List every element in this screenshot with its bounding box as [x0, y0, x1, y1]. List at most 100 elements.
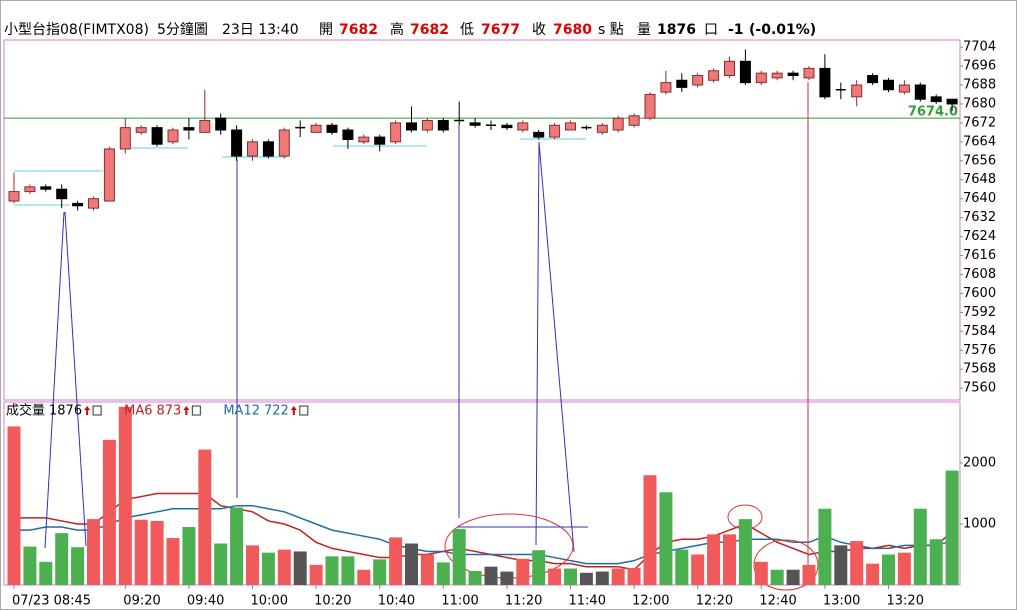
- candle-body: [787, 72, 799, 77]
- legend-box: [92, 405, 102, 416]
- symbol: 小型台指08(FIMTX08): [4, 22, 149, 38]
- legend-box: [191, 405, 201, 416]
- change-pct: (-0.01%): [749, 22, 816, 38]
- candle-body: [183, 127, 195, 131]
- volume-bar: [548, 568, 562, 585]
- legend-value: 873: [157, 404, 182, 419]
- candle-body: [469, 122, 481, 126]
- candle-body: [946, 98, 958, 105]
- stat-value: 7682: [339, 22, 378, 38]
- volume-bar: [882, 554, 895, 585]
- candle-body: [56, 188, 68, 200]
- y-tick-label: 7584: [963, 324, 996, 339]
- candle-body: [501, 124, 513, 129]
- y-tick-label: 7568: [963, 362, 996, 377]
- ellipse: [753, 539, 819, 591]
- volume-bar: [182, 527, 196, 585]
- candle-body: [708, 70, 720, 81]
- candle-body: [628, 115, 640, 126]
- volume-bar: [675, 549, 689, 585]
- y-tick-label: 7560: [963, 381, 996, 396]
- x-tick-label: 09:20: [123, 594, 160, 609]
- legend-arrow: [84, 406, 91, 415]
- volume-bar: [102, 439, 116, 585]
- candle-body: [803, 67, 815, 79]
- volume-bar: [834, 545, 848, 585]
- x-tick-label: 11:20: [505, 594, 542, 609]
- volume-bar: [341, 556, 355, 585]
- y-tick-label: 7608: [963, 267, 996, 282]
- volume-bar: [389, 537, 403, 585]
- stat-value: 7680: [553, 22, 592, 38]
- volume-bar: [579, 572, 593, 585]
- legend-arrow: [183, 406, 190, 415]
- candle-body: [644, 93, 656, 119]
- candle-body: [565, 122, 576, 131]
- candle-body: [358, 136, 370, 143]
- candle-body: [549, 124, 561, 138]
- time: 23日 13:40: [222, 22, 299, 38]
- candle-body: [883, 79, 894, 91]
- volume-bar: [866, 563, 880, 585]
- candle-body: [326, 124, 338, 133]
- volume-bar: [71, 547, 85, 585]
- volume-unit: 口: [704, 22, 718, 38]
- stat-label: 低: [460, 22, 474, 38]
- price-panel: [3, 39, 961, 401]
- candle-body: [517, 122, 529, 131]
- x-tick-label: 12:20: [696, 594, 733, 609]
- volume-bar: [420, 554, 434, 585]
- annotations: [14, 82, 819, 591]
- stat-label: 開: [319, 22, 333, 38]
- candle-body: [755, 72, 767, 84]
- volume-bar: [246, 545, 259, 585]
- legend-value: 1876: [49, 404, 82, 419]
- candle-body: [739, 60, 751, 84]
- interval: 5分鐘圖: [157, 21, 208, 38]
- candle-body: [771, 72, 783, 79]
- trend-line: [64, 211, 87, 547]
- legend-name: 成交量: [6, 403, 45, 419]
- trend-line: [535, 141, 540, 546]
- candle-body: [406, 122, 417, 131]
- x-tick-label: 09:40: [187, 594, 224, 609]
- x-tick-label: 12:00: [632, 594, 669, 609]
- volume-bar: [818, 508, 832, 585]
- y-tick-label: 7592: [963, 305, 996, 320]
- x-tick-label: 13:00: [823, 594, 860, 609]
- volume-bar: [198, 449, 212, 585]
- volume-label: 量: [637, 22, 651, 38]
- volume-bar: [39, 561, 53, 585]
- candle-body: [167, 129, 179, 143]
- candle-body: [660, 82, 672, 93]
- legend-box: [299, 405, 309, 416]
- volume-bar: [627, 567, 641, 585]
- candle-body: [421, 120, 433, 131]
- x-tick-label: 07/23 08:45: [12, 594, 91, 609]
- volume-bar: [134, 519, 148, 585]
- candle-body: [898, 84, 910, 93]
- candle-body: [231, 129, 243, 157]
- volume-bar: [484, 566, 498, 585]
- candle-body: [724, 60, 735, 77]
- candle-body: [374, 136, 386, 145]
- ma-line: [14, 492, 953, 571]
- y-tick-label: 7664: [963, 134, 996, 149]
- trend-line: [538, 141, 575, 553]
- trend-line: [44, 211, 65, 549]
- volume-bar: [611, 568, 625, 585]
- volume-bar: [532, 550, 546, 585]
- x-tick-label: 13:20: [887, 594, 924, 609]
- volume-bar: [261, 552, 275, 585]
- candle-body: [40, 186, 52, 190]
- volume-bar: [118, 406, 132, 585]
- volume-bar: [945, 470, 959, 585]
- candle-body: [24, 186, 36, 193]
- volume-bar: [436, 562, 450, 585]
- candle-body: [851, 84, 863, 98]
- volume-bar: [309, 564, 323, 585]
- volume-bar: [7, 426, 21, 585]
- candle-body: [819, 67, 831, 98]
- volume-bar: [293, 551, 307, 585]
